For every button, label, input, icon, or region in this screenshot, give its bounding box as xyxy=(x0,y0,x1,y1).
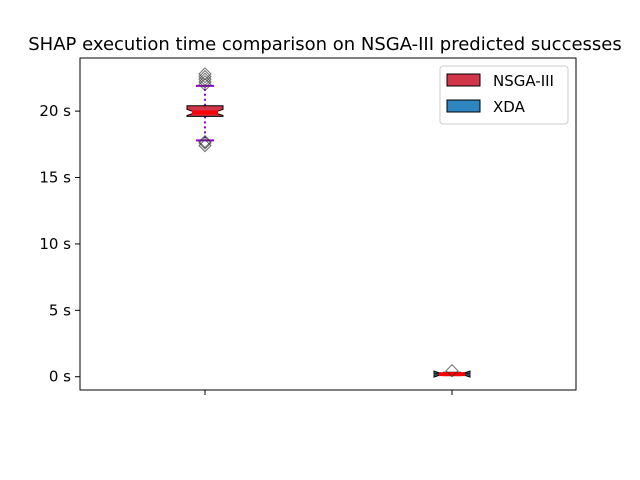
legend-label-nsga-iii: NSGA-III xyxy=(493,72,554,90)
legend: NSGA-III XDA xyxy=(439,65,569,125)
legend-label-xda: XDA xyxy=(493,98,526,116)
outlier-high xyxy=(198,75,212,89)
boxplot-xda xyxy=(433,364,471,378)
outlier-low xyxy=(198,134,212,149)
legend-swatch-nsga-iii xyxy=(446,73,481,87)
x-axis xyxy=(204,390,453,395)
outlier-high xyxy=(198,77,212,92)
chart-title: SHAP execution time comparison on NSGA-I… xyxy=(28,34,622,55)
y-tick-label: 10 s xyxy=(39,235,71,253)
boxplots xyxy=(186,67,471,378)
outlier-high xyxy=(198,72,212,86)
outlier-low xyxy=(198,136,212,150)
y-tick-label: 15 s xyxy=(39,169,71,187)
boxplot-nsga-iii xyxy=(186,67,224,153)
legend-swatch-xda xyxy=(446,99,481,113)
y-axis: 0 s 5 s 10 s 15 s 20 s xyxy=(39,102,80,386)
outlier-high xyxy=(445,364,459,378)
plot-area xyxy=(79,57,577,391)
outlier-high xyxy=(198,69,212,84)
y-tick-label: 20 s xyxy=(39,102,71,120)
y-tick-label: 5 s xyxy=(49,301,71,319)
outlier-high xyxy=(198,67,212,81)
y-tick-label: 0 s xyxy=(49,368,71,386)
